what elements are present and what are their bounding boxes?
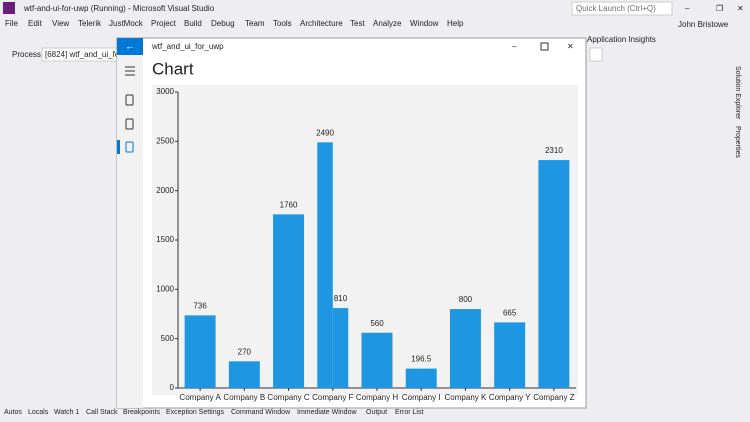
bar [273,214,305,388]
restore[interactable]: ❐ [716,4,723,13]
y-tick-label: 2000 [156,186,174,195]
bar [494,322,526,388]
nav-pane [117,55,143,408]
data-label: 1760 [280,200,298,209]
back-arrow: ← [125,42,135,53]
x-tick-label: Company F [312,393,353,402]
y-tick-label: 1000 [156,284,174,293]
y-tick-label: 500 [161,334,175,343]
menu-item[interactable]: Test [350,19,365,28]
side-tab[interactable]: Solution Explorer [734,66,741,120]
x-tick-label: Company Y [489,393,531,402]
menu-item[interactable]: Edit [28,19,43,28]
nav-item[interactable] [125,141,134,153]
menu-item[interactable]: JustMock [109,19,144,28]
combo [589,47,603,62]
bottom-tab[interactable]: Call Stack [86,409,118,416]
x-tick-label: Company A [179,393,221,402]
bottom-tab[interactable]: Immediate Window [297,409,357,416]
minimize[interactable]: – [685,4,690,13]
data-label: 2310 [545,146,563,155]
bar [228,361,260,388]
page-header: Chart [152,59,194,78]
x-tick-label: Company K [445,393,487,402]
bottom-tab[interactable]: Command Window [231,409,291,416]
side-tab[interactable]: Properties [734,126,741,158]
bottom-tab[interactable]: Breakpoints [123,409,160,416]
y-tick-label: 2500 [156,136,174,145]
vs-logo [3,2,15,14]
data-label: 665 [503,308,517,317]
menu-item[interactable]: File [5,19,18,28]
data-label: 560 [370,319,384,328]
app-minimize[interactable]: – [512,42,517,51]
hamburger[interactable] [125,66,135,76]
data-label: 736 [193,301,207,310]
nav-item[interactable] [125,94,134,106]
process-label: Process: [12,50,43,59]
user-name: John Bristowe [678,20,729,29]
x-tick-label: Company Z [533,393,574,402]
bar [184,315,216,388]
y-tick-label: 1500 [156,235,174,244]
menu-item[interactable]: Architecture [300,19,343,28]
insights[interactable]: Application Insights [587,35,656,44]
y-tick-label: 3000 [156,87,174,96]
quick-launch[interactable] [571,1,673,16]
data-label: 810 [334,294,348,303]
quick-launch-text: Quick Launch (Ctrl+Q) [576,4,656,13]
menu-item[interactable]: Debug [211,19,235,28]
bottom-tab[interactable]: Exception Settings [166,409,224,416]
back-button[interactable] [117,38,143,55]
bottom-tab[interactable]: Locals [28,409,49,416]
menu-item[interactable]: View [52,19,69,28]
data-label: 2490 [316,128,334,137]
bottom-tab[interactable]: Error List [395,409,423,416]
menu-item[interactable]: Team [245,19,265,28]
x-tick-label: Company I [402,393,441,402]
bar [405,368,437,388]
nav-selected [117,140,120,154]
menu-item[interactable]: Telerik [78,19,102,28]
menu-item[interactable]: Analyze [373,19,402,28]
menu-item[interactable]: Help [447,19,464,28]
app-close[interactable]: ✕ [567,42,574,51]
bottom-tab[interactable]: Watch 1 [54,409,80,416]
x-tick-label: Company H [356,393,398,402]
bottom-tab[interactable]: Output [366,409,387,416]
data-label: 196.5 [411,355,432,364]
bar [317,142,333,388]
bottom-tab[interactable]: Autos [4,409,22,416]
bar [332,308,349,388]
app-title: wtf_and_ui_for_uwp [151,42,224,51]
title-bar [0,0,750,17]
data-label: 270 [238,347,252,356]
bar [361,332,393,388]
menu-item[interactable]: Window [410,19,439,28]
process: [6824] wtf_and_ui_for_u [45,50,131,59]
y-tick-label: 0 [170,383,175,392]
data-label: 800 [459,295,473,304]
x-tick-label: Company C [267,393,309,402]
app-maximize[interactable] [540,42,549,51]
nav-item[interactable] [125,118,134,130]
close[interactable]: ✕ [737,4,744,13]
menu-item[interactable]: Build [184,19,202,28]
bar [449,309,481,388]
menu-item[interactable]: Project [151,19,177,28]
bar [538,160,570,388]
window-title: wtf-and-ui-for-uwp (Running) - Microsoft… [23,4,215,13]
menu-item[interactable]: Tools [273,19,292,28]
x-tick-label: Company B [223,393,265,402]
